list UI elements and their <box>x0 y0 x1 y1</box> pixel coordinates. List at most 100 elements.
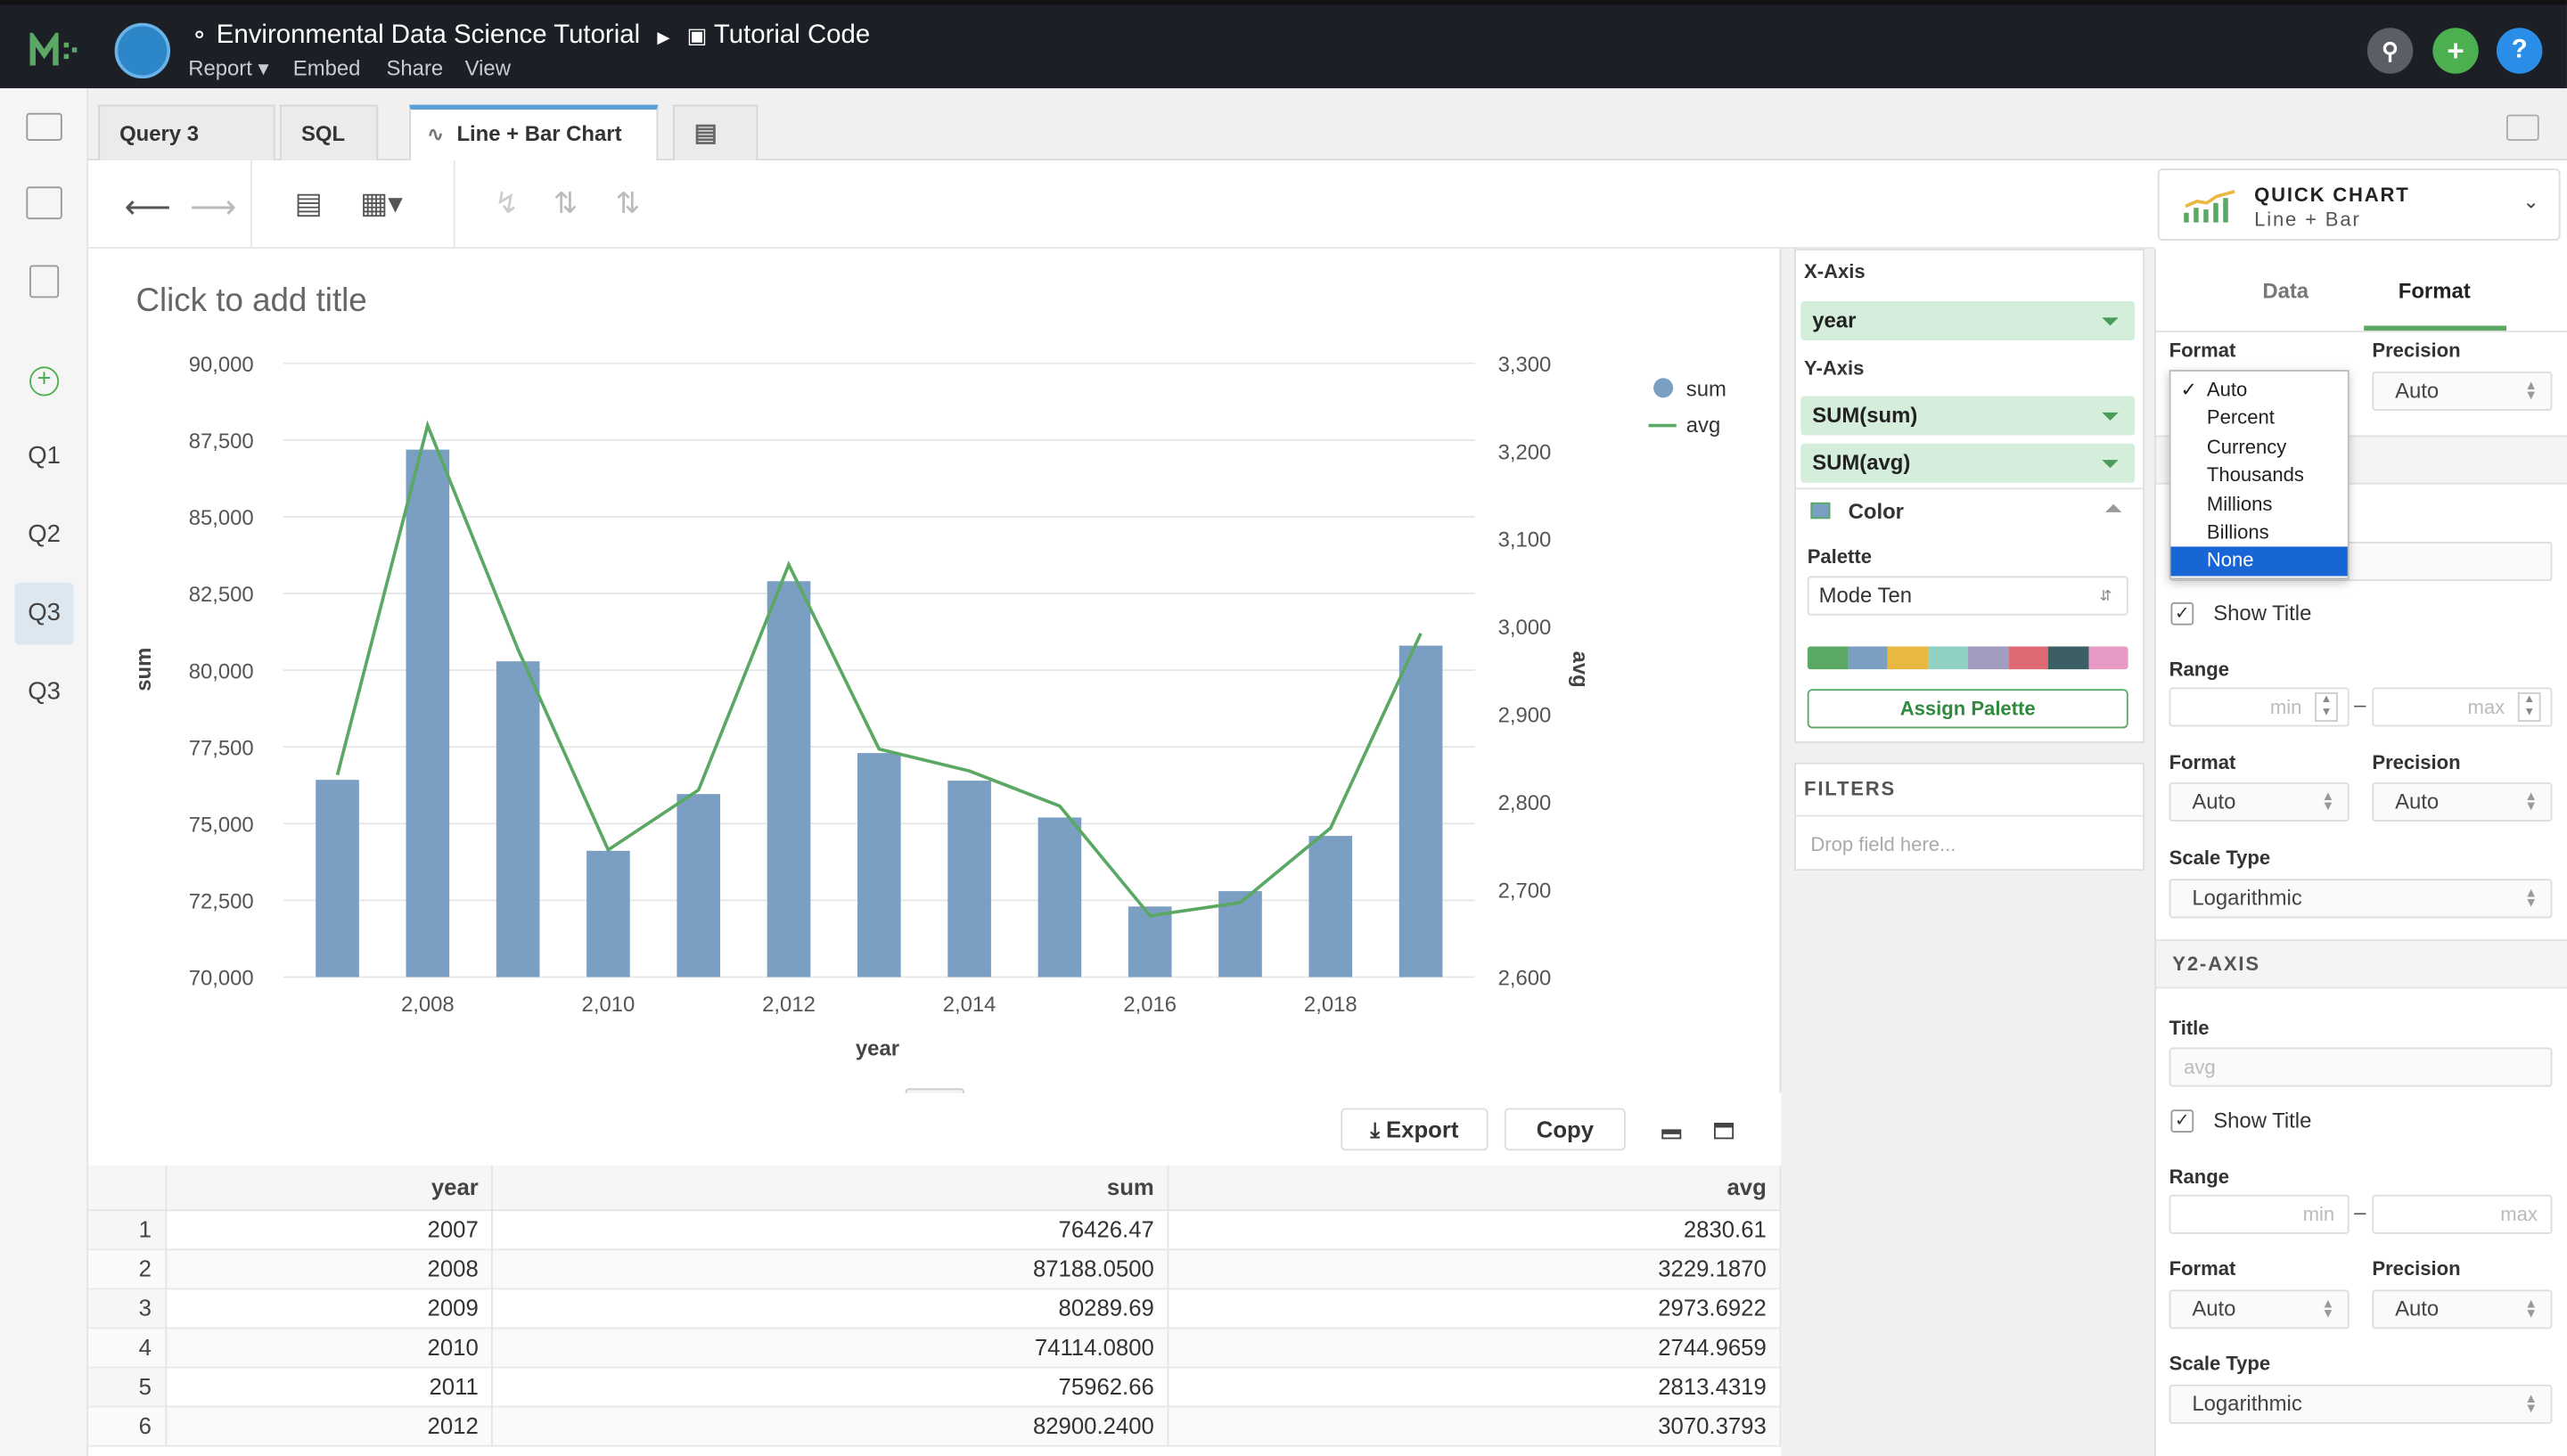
add-query-icon[interactable]: + <box>29 366 60 397</box>
tab-query[interactable]: Query 3 <box>98 104 275 160</box>
sum-bar[interactable] <box>857 753 901 977</box>
sum-bar[interactable] <box>1308 836 1353 977</box>
rail-item-q1[interactable]: Q1 <box>28 441 61 470</box>
sum-bar[interactable] <box>496 661 540 977</box>
spinner-icon: ▲ ▼ <box>2517 691 2541 722</box>
updown-icon: ▲ ▼ <box>2524 1391 2538 1416</box>
toolbar-divider <box>250 160 252 249</box>
y-field-pill[interactable]: SUM(avg) <box>1800 443 2136 483</box>
menu-embed[interactable]: Embed <box>292 55 361 80</box>
sum-bar[interactable] <box>1128 906 1172 977</box>
filters-dropzone[interactable]: Drop field here... <box>1810 832 1956 856</box>
tab-format[interactable]: Format <box>2398 278 2471 303</box>
sum-bar[interactable] <box>316 780 359 977</box>
sum-bar[interactable] <box>406 449 450 977</box>
undo-icon[interactable]: ⟵ <box>124 190 172 226</box>
quick-chart-selector[interactable]: QUICK CHART Line + Bar ⌄ <box>2157 168 2561 241</box>
rail-item-q3-active[interactable]: Q3 <box>14 582 74 645</box>
range-min-input[interactable]: min <box>2169 1194 2350 1234</box>
copy-button[interactable]: Copy <box>1504 1108 1626 1151</box>
download-icon: ⤓ <box>1370 1117 1380 1143</box>
range-max-input[interactable]: max ▲ ▼ <box>2372 687 2553 727</box>
show-title-checkbox[interactable]: ✓ <box>2170 1109 2194 1133</box>
collapse-panel-icon[interactable] <box>2505 114 2539 141</box>
table-cell: 2012 <box>165 1405 494 1446</box>
menu-view[interactable]: View <box>464 55 511 80</box>
format-option-percent[interactable]: Percent <box>2206 406 2275 429</box>
format-option-billions[interactable]: Billions <box>2206 519 2269 544</box>
precision-select[interactable]: Auto ▲ ▼ <box>2372 371 2553 412</box>
quick-chart-title: QUICK CHART <box>2254 183 2410 207</box>
scale-type-select[interactable]: Logarithmic ▲ ▼ <box>2169 879 2553 919</box>
swap-axes-icon[interactable]: ↯ <box>494 186 520 220</box>
tab-sql[interactable]: SQL <box>280 104 379 160</box>
column-header-sum[interactable]: sum <box>492 1165 1169 1211</box>
sum-bar[interactable] <box>767 581 811 977</box>
color-label[interactable]: Color <box>1848 499 1904 524</box>
format-option-thousands[interactable]: Thousands <box>2206 463 2304 487</box>
scale-type-select[interactable]: Logarithmic ▲ ▼ <box>2169 1384 2553 1424</box>
rail-item-q2[interactable]: Q2 <box>28 520 61 549</box>
format-label: Format <box>2169 751 2236 774</box>
column-header-avg[interactable]: avg <box>1168 1165 1782 1211</box>
palette-select[interactable]: Mode Ten ⇵ <box>1807 576 2128 616</box>
menu-report[interactable]: Report ▾ <box>188 55 269 80</box>
precision-value: Auto <box>2395 1296 2440 1321</box>
column-header-year[interactable]: year <box>165 1165 494 1211</box>
format-option-millions[interactable]: Millions <box>2206 492 2273 515</box>
chart-title-placeholder[interactable]: Click to add title <box>135 282 367 320</box>
add-series-icon[interactable]: ▤ <box>294 186 323 220</box>
sum-bar[interactable] <box>1037 817 1082 977</box>
top-bar: ⚬ Environmental Data Science Tutorial ▶ … <box>0 0 2567 89</box>
report-sub-name[interactable]: Tutorial Code <box>713 20 871 50</box>
notebook-icon[interactable] <box>29 265 60 299</box>
tab-data[interactable]: Data <box>2262 278 2309 303</box>
x-field-pill[interactable]: year <box>1800 300 2136 341</box>
y2-title-input[interactable]: avg <box>2169 1047 2553 1087</box>
sum-bar[interactable] <box>947 781 991 977</box>
assign-palette-button[interactable]: Assign Palette <box>1807 689 2128 729</box>
format-option-auto[interactable]: ✓ Auto <box>2170 376 2347 405</box>
precision-select[interactable]: Auto ▲ ▼ <box>2372 1289 2553 1329</box>
y-field-pill[interactable]: SUM(sum) <box>1800 396 2136 436</box>
add-icon[interactable]: + <box>2432 28 2479 74</box>
format-option-none[interactable]: None <box>2170 547 2348 577</box>
format-select[interactable]: Auto ▲ ▼ <box>2169 781 2350 822</box>
rail-item-q3[interactable]: Q3 <box>28 677 61 706</box>
sum-bar[interactable] <box>586 850 630 977</box>
minimize-icon[interactable] <box>1661 1129 1682 1140</box>
range-min-input[interactable]: min ▲ ▼ <box>2169 687 2350 727</box>
precision-select[interactable]: Auto ▲ ▼ <box>2372 781 2553 822</box>
sum-bar[interactable] <box>677 794 721 977</box>
sum-bar[interactable] <box>1398 645 1443 977</box>
range-max-input[interactable]: max <box>2372 1194 2553 1234</box>
y-field-name: SUM(sum) <box>1812 402 1918 428</box>
help-icon[interactable]: ? <box>2496 28 2543 74</box>
caret-up-icon[interactable] <box>2104 503 2122 512</box>
sort-desc-icon[interactable]: ⇅ <box>615 186 641 220</box>
new-chart-icon[interactable]: ▤ <box>672 104 759 160</box>
chart-type-icon[interactable]: ▦▾ <box>360 186 403 220</box>
report-name[interactable]: Environmental Data Science Tutorial <box>216 20 641 50</box>
search-icon[interactable]: ⚲ <box>2366 28 2414 74</box>
palette-swatch <box>1887 646 1928 670</box>
report-builder-icon[interactable] <box>26 186 62 220</box>
y2-tick-label: 3,000 <box>1498 616 1552 640</box>
export-button[interactable]: ⤓ Export <box>1341 1108 1489 1151</box>
sort-asc-icon[interactable]: ⇅ <box>553 186 578 220</box>
redo-icon[interactable]: ⟶ <box>190 190 237 226</box>
expand-panel-icon[interactable] <box>26 112 62 141</box>
legend-avg-label[interactable]: avg <box>1686 413 1720 438</box>
format-select[interactable]: Auto ▲ ▼ <box>2169 1289 2350 1329</box>
legend-sum-label[interactable]: sum <box>1686 377 1726 401</box>
menu-share[interactable]: Share <box>386 55 444 80</box>
globe-icon[interactable] <box>114 22 171 79</box>
format-option-currency[interactable]: Currency <box>2206 435 2287 458</box>
table-cell: 2009 <box>165 1288 494 1329</box>
mode-logo-icon[interactable] <box>29 32 78 69</box>
palette-swatches[interactable] <box>1807 646 2128 670</box>
show-title-checkbox[interactable]: ✓ <box>2170 601 2194 626</box>
tab-chart[interactable]: ∿ Line + Bar Chart <box>409 104 659 160</box>
title-label: Title <box>2169 1016 2210 1040</box>
maximize-icon[interactable] <box>1714 1122 1735 1140</box>
